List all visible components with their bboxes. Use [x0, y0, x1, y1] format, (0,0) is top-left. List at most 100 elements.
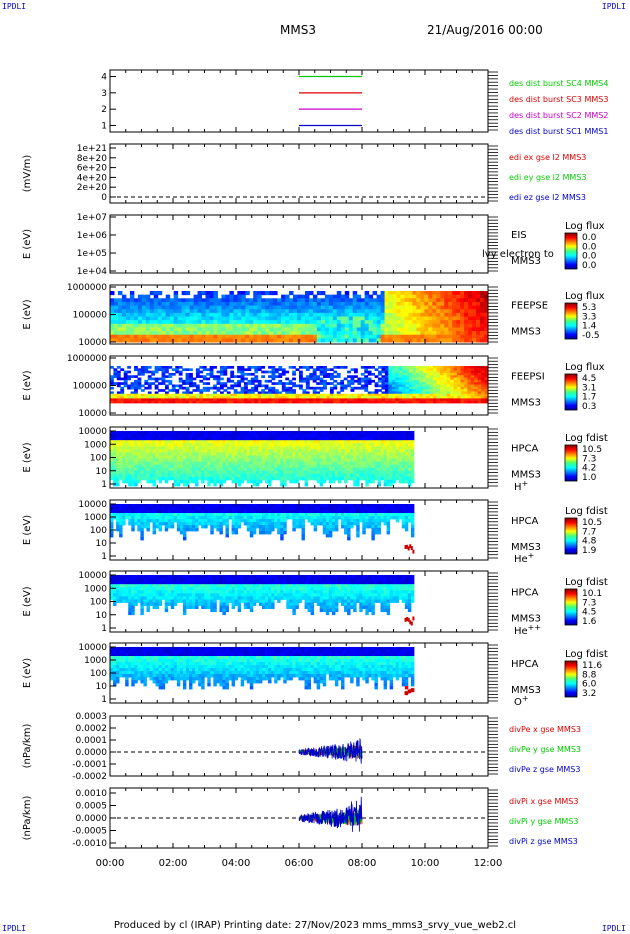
spectrogram-cell	[243, 446, 248, 450]
spectrogram-cell	[334, 431, 339, 435]
legend-entry: edi ex gse l2 MMS3	[509, 153, 586, 162]
spectrogram-cell	[388, 309, 394, 314]
spectrogram-cell	[386, 464, 391, 469]
spectrogram-cell	[269, 291, 274, 296]
spectrogram-cell	[151, 382, 156, 385]
spectrogram-cell	[149, 516, 153, 520]
spectrogram-cell	[255, 452, 260, 456]
spectrogram-cell	[244, 382, 248, 385]
spectrogram-cell	[297, 305, 302, 310]
spectrogram-cell	[161, 452, 166, 456]
spectrogram-cell	[123, 379, 128, 383]
spectrogram-cell	[134, 473, 138, 478]
spectrogram-cell	[328, 298, 334, 303]
spectrogram-cell	[116, 461, 120, 466]
spectrogram-cell	[392, 301, 397, 307]
spectrogram-cell	[146, 434, 150, 438]
spectrogram-cell	[398, 393, 403, 397]
spectrogram-cell	[408, 398, 413, 402]
spectrogram-cell	[249, 440, 254, 444]
spectrogram-cell	[185, 377, 190, 381]
spectrogram-cell	[410, 458, 415, 462]
spectrogram-cell	[484, 305, 489, 310]
spectrogram-cell	[320, 309, 326, 314]
spectrogram-cell	[195, 434, 199, 438]
spectrogram-cell	[416, 323, 421, 328]
spectrogram-cell	[433, 396, 437, 399]
spectrogram-cell	[153, 320, 159, 325]
spectrogram-cell	[350, 473, 354, 478]
spectrogram-cell	[336, 393, 341, 397]
spectrogram-cell	[250, 391, 255, 395]
spectrogram-cell	[367, 400, 372, 404]
spectrogram-cell	[197, 316, 203, 321]
spectrogram-cell	[320, 331, 326, 336]
spectrogram-cell	[173, 301, 179, 307]
spectrogram-cell	[333, 393, 338, 397]
spectrogram-cell	[432, 305, 437, 310]
spectrogram-cell	[484, 391, 489, 395]
spectrogram-cell	[268, 443, 272, 447]
spectrogram-cell	[404, 458, 409, 462]
spectrogram-cell	[269, 316, 274, 321]
spectrogram-cell	[230, 370, 235, 374]
spectrogram-cell	[145, 334, 151, 339]
spectrogram-cell	[264, 384, 269, 388]
spectrogram-cell	[119, 504, 123, 508]
spectrogram-cell	[323, 386, 327, 390]
spectrogram-cell	[331, 446, 336, 450]
spectrogram-cell	[352, 291, 358, 296]
spectrogram-cell	[213, 398, 217, 402]
spectrogram-cell	[192, 458, 196, 462]
spectrogram-cell	[182, 440, 187, 444]
spectrogram-cell	[412, 312, 417, 317]
spectrogram-cell	[336, 323, 342, 328]
spectrogram-cell	[404, 449, 409, 453]
spectrogram-cell	[277, 320, 282, 325]
spectrogram-cell	[337, 431, 342, 435]
spectrogram-cell	[192, 384, 197, 388]
spectrogram-cell	[368, 467, 372, 472]
colorbar-tick-label: 7.3	[582, 454, 596, 464]
spectrogram-cell	[484, 331, 489, 336]
spectrogram-cell	[389, 476, 394, 481]
spectrogram-cell	[216, 452, 220, 456]
spectrogram-cell	[289, 323, 294, 328]
spectrogram-cell	[364, 338, 370, 343]
spectrogram-cell	[110, 461, 114, 466]
spectrogram-cell	[412, 338, 417, 343]
spectrogram-cell	[289, 320, 294, 325]
spectrogram-cell	[176, 476, 181, 481]
spectrogram-cell	[448, 331, 453, 336]
spectrogram-cell	[249, 323, 254, 328]
spectrogram-cell	[474, 386, 479, 390]
spectrogram-cell	[352, 298, 358, 303]
spectrogram-cell	[468, 312, 473, 317]
spectrogram-cell	[453, 382, 458, 385]
spectrogram-cell	[283, 458, 287, 462]
spectrogram-cell	[207, 443, 211, 447]
spectrogram-cell	[398, 382, 403, 385]
spectrogram-cell	[443, 400, 448, 404]
spectrogram-cell	[323, 398, 327, 402]
spectrogram-cell	[376, 331, 382, 336]
spectrogram-cell	[428, 291, 433, 296]
spectrogram-cell	[401, 470, 406, 475]
spectrogram-cell	[277, 316, 282, 321]
spectrogram-cell	[140, 522, 144, 526]
spectrogram-cell	[426, 396, 430, 399]
spectrogram-cell	[158, 431, 163, 435]
spectrogram-cell	[388, 386, 393, 390]
spectrogram-cell	[125, 470, 129, 475]
spectrogram-cell	[179, 452, 184, 456]
spectrogram-cell	[195, 440, 199, 444]
spectrogram-cell	[439, 400, 444, 404]
spectrogram-cell	[456, 309, 461, 314]
spectrogram-cell	[258, 461, 263, 466]
spectrogram-cell	[443, 368, 448, 372]
spectrogram-cell	[271, 443, 275, 447]
spectrogram-cell	[283, 434, 287, 438]
spectrogram-cell	[254, 379, 259, 383]
spectrogram-cell	[198, 467, 202, 472]
spectrogram-cell	[155, 446, 160, 450]
